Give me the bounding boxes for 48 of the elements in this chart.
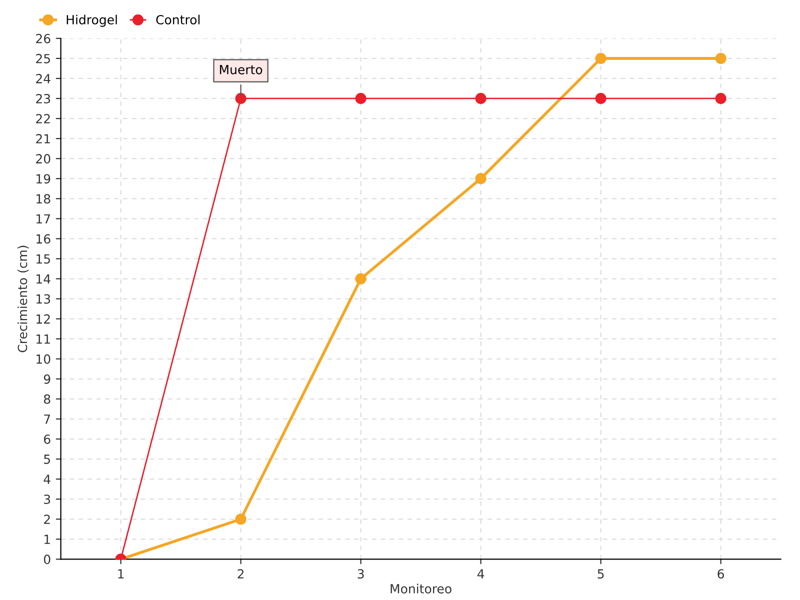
point (475, 173, 486, 184)
legend-label: Hidrogel (66, 14, 117, 27)
y-tick-label: 8 (44, 394, 50, 404)
x-tick-label: 3 (358, 569, 364, 579)
point (595, 92, 606, 104)
point (595, 52, 606, 64)
x-tick-label: 2 (238, 569, 244, 578)
y-tick-label: 24 (36, 74, 50, 84)
y-tick-label: 4 (44, 474, 50, 484)
y-tick-label: 13 (36, 294, 50, 304)
y-tick-label: 2 (44, 514, 50, 524)
y-tick-label: 5 (44, 454, 50, 464)
y-tick-label: 23 (36, 94, 50, 104)
x-tick-label: 1 (118, 569, 124, 578)
y-tick-label: 6 (44, 434, 50, 444)
point (355, 273, 366, 284)
x-tick-label: 5 (598, 569, 604, 579)
y-tick-label: 25 (36, 54, 50, 64)
y-tick-label: 17 (36, 214, 50, 224)
y-tick-label: 1 (44, 534, 50, 544)
x-tick-label: 4 (477, 569, 484, 578)
point (235, 92, 246, 104)
y-tick-label: 3 (44, 494, 50, 504)
y-axis-title: Crecimiento (cm) (18, 246, 29, 352)
y-tick-label: 0 (44, 554, 50, 564)
y-tick-label: 26 (36, 34, 50, 44)
x-axis-title: Monitoreo (390, 584, 452, 594)
y-tick-label: 21 (36, 134, 50, 144)
y-tick-label: 19 (36, 174, 50, 184)
point (715, 92, 726, 104)
annotation: Muerto (220, 65, 262, 74)
x-tick-label: 6 (718, 569, 724, 579)
y-tick-label: 14 (36, 274, 50, 284)
point (715, 52, 726, 64)
y-tick-label: 22 (36, 114, 50, 124)
y-tick-label: 11 (36, 334, 50, 344)
y-tick-label: 12 (36, 314, 50, 324)
y-tick-label: 9 (44, 374, 50, 384)
y-tick-label: 20 (36, 154, 50, 164)
legend-label: Control (156, 14, 200, 24)
y-tick-label: 16 (36, 234, 50, 244)
y-tick-label: 18 (36, 194, 50, 204)
y-tick-label: 15 (36, 254, 50, 264)
y-tick-label: 7 (44, 414, 50, 424)
point (475, 92, 486, 104)
point (235, 514, 246, 525)
y-tick-label: 10 (36, 354, 50, 364)
point (355, 92, 366, 104)
